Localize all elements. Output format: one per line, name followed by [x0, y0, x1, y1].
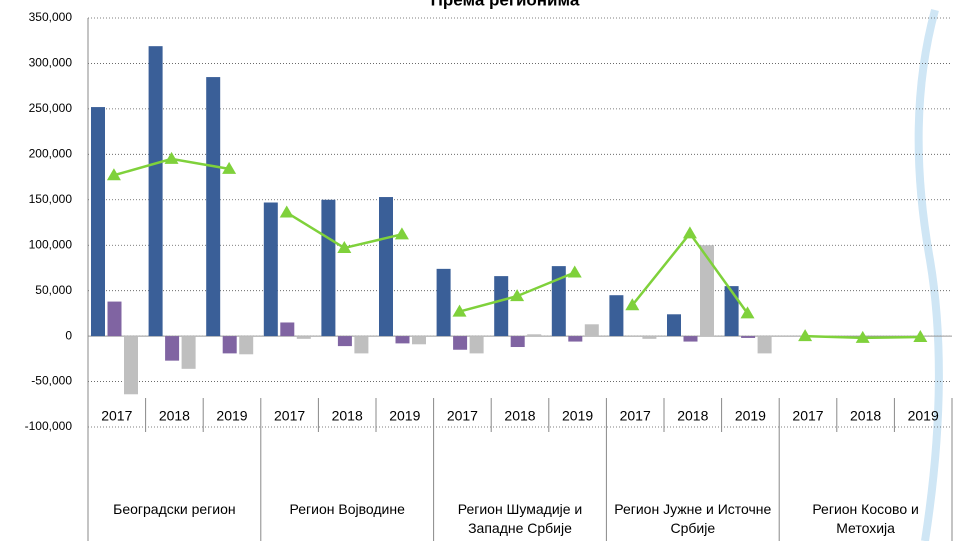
x-tick-label: 2019 — [562, 408, 593, 424]
bar — [412, 336, 426, 345]
bar — [510, 336, 525, 348]
line-marker — [106, 168, 121, 181]
y-tick-label: -100,000 — [25, 419, 73, 433]
line-marker — [337, 240, 352, 253]
bar — [469, 336, 484, 354]
bar — [757, 336, 772, 354]
chart-title: Према регионима — [431, 0, 580, 9]
bar — [527, 334, 542, 337]
y-tick-label: 200,000 — [29, 147, 73, 161]
bar — [296, 336, 311, 339]
x-tick-label: 2017 — [792, 408, 823, 424]
x-tick-label: 2018 — [677, 408, 708, 424]
line-marker — [798, 329, 813, 342]
y-tick-label: 150,000 — [29, 192, 73, 206]
y-tick-label: 300,000 — [29, 56, 73, 70]
line-marker — [222, 161, 237, 174]
x-tick-label: 2017 — [101, 408, 132, 424]
bar — [724, 286, 739, 337]
line-marker — [682, 226, 697, 239]
bar — [379, 197, 393, 337]
y-tick-label: 50,000 — [35, 283, 72, 297]
line-marker — [567, 265, 582, 278]
bar — [263, 202, 278, 337]
bar — [91, 107, 105, 337]
x-tick-label: 2018 — [504, 408, 535, 424]
bar — [551, 266, 566, 337]
bar — [124, 336, 138, 395]
line-marker — [913, 330, 928, 343]
bar — [436, 268, 451, 337]
line-marker — [855, 330, 870, 343]
line-marker — [164, 151, 179, 164]
bar — [741, 336, 756, 338]
y-tick-label: 250,000 — [29, 101, 73, 115]
x-tick-label: 2018 — [159, 408, 190, 424]
y-tick-label: 350,000 — [29, 10, 73, 24]
bar — [354, 336, 369, 354]
bar — [148, 46, 163, 337]
bar — [683, 336, 698, 342]
x-tick-label: 2017 — [620, 408, 651, 424]
x-tick-label: 2018 — [332, 408, 363, 424]
y-tick-label: -50,000 — [31, 374, 72, 388]
line-marker — [510, 289, 525, 302]
bar — [181, 336, 196, 369]
bar — [337, 336, 352, 347]
line-marker — [394, 227, 409, 240]
line-marker — [740, 306, 755, 319]
x-tick-label: 2019 — [389, 408, 420, 424]
bar — [107, 301, 122, 337]
bar — [609, 295, 624, 337]
bar — [568, 336, 583, 342]
line-marker — [279, 205, 294, 218]
bar — [239, 336, 254, 355]
group-label: Регион Војводине — [289, 501, 405, 517]
x-tick-label: 2019 — [735, 408, 766, 424]
bar — [165, 336, 180, 361]
bar — [321, 199, 336, 337]
bar — [206, 77, 221, 337]
bar — [222, 336, 237, 354]
group-label: Регион Шумадије и Западне Србије — [457, 501, 583, 536]
bar — [584, 324, 599, 337]
group-label: Регион Јужне и Источне Србије — [614, 501, 772, 536]
group-label: Београдски регион — [113, 501, 236, 517]
x-tick-label: 2017 — [274, 408, 305, 424]
bar — [642, 336, 657, 339]
bar — [494, 276, 509, 337]
bar — [700, 245, 714, 337]
decoration — [914, 8, 943, 541]
x-tick-label: 2019 — [908, 408, 939, 424]
y-tick-label: 100,000 — [29, 237, 73, 251]
bar — [667, 314, 681, 337]
bar — [453, 336, 468, 350]
x-tick-label: 2018 — [850, 408, 881, 424]
x-tick-label: 2017 — [447, 408, 478, 424]
x-tick-label: 2019 — [216, 408, 247, 424]
bar — [395, 336, 410, 344]
y-tick-label: 0 — [65, 328, 72, 342]
line-marker — [625, 298, 640, 311]
bar — [280, 322, 295, 337]
group-label: Регион Косово и Метохија — [812, 501, 919, 536]
line-marker — [452, 304, 467, 317]
